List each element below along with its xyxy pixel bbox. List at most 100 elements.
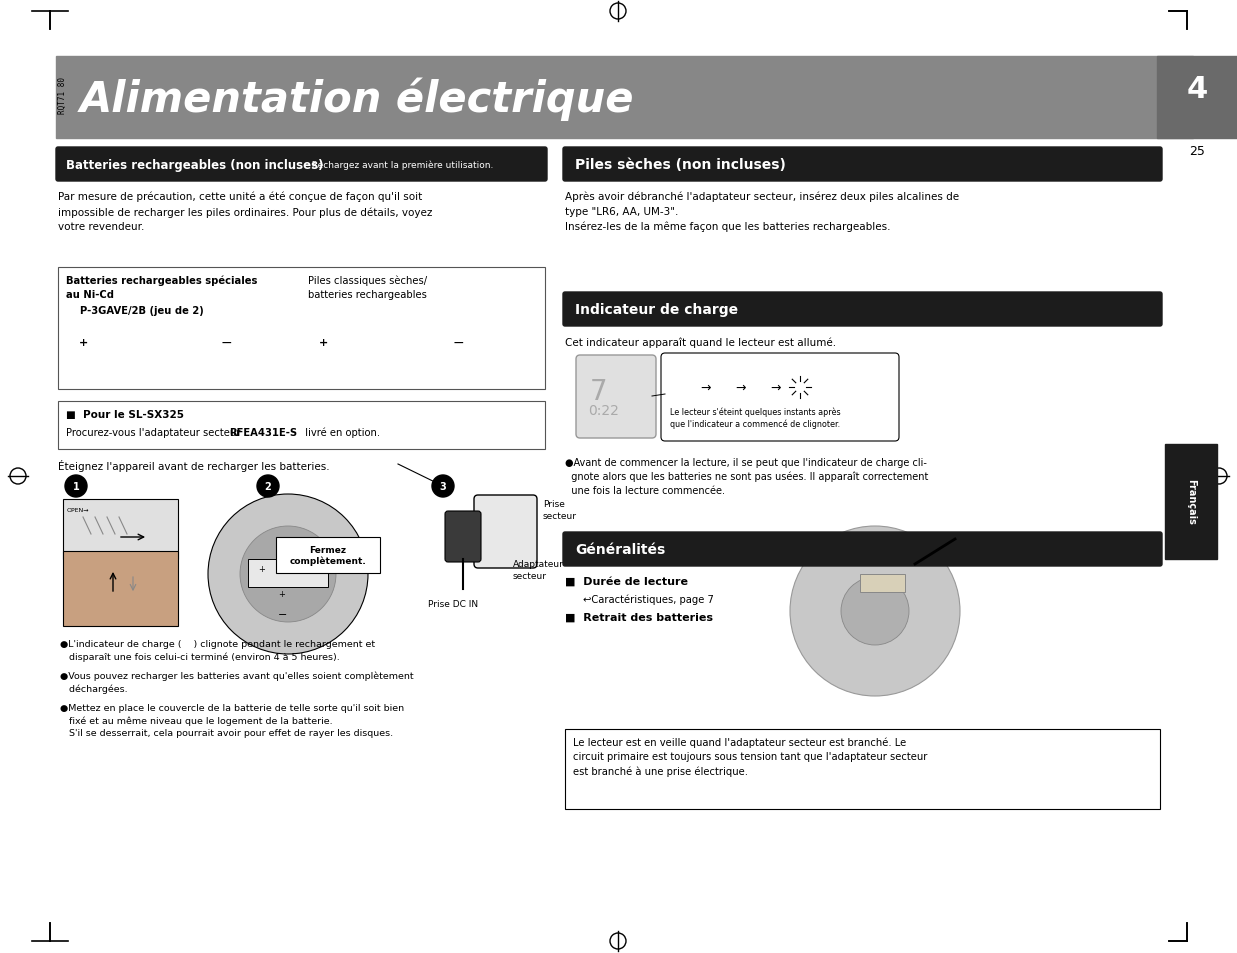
Circle shape (430, 331, 455, 355)
Text: +: + (259, 565, 265, 574)
Text: Éteignez l'appareil avant de recharger les batteries.: Éteignez l'appareil avant de recharger l… (58, 459, 329, 472)
Text: Piles sèches (non incluses): Piles sèches (non incluses) (575, 158, 785, 172)
Circle shape (795, 382, 805, 393)
Circle shape (449, 334, 468, 352)
FancyBboxPatch shape (576, 355, 656, 438)
Text: +: + (278, 590, 285, 598)
Text: 25: 25 (1189, 145, 1205, 158)
Text: →: → (735, 381, 746, 395)
Text: RQT71 80: RQT71 80 (57, 76, 67, 113)
Circle shape (790, 526, 960, 697)
Text: 3: 3 (439, 481, 447, 492)
Text: RFEA431E-S: RFEA431E-S (229, 428, 297, 437)
Bar (685, 386, 688, 391)
Text: Français: Français (1186, 478, 1196, 524)
Text: 1: 1 (73, 481, 79, 492)
Bar (751, 386, 755, 391)
Text: ●Vous pouvez recharger les batteries avant qu'elles soient complètement
   décha: ●Vous pouvez recharger les batteries ava… (61, 671, 413, 694)
Text: Après avoir débranché l'adaptateur secteur, insérez deux piles alcalines de
type: Après avoir débranché l'adaptateur secte… (565, 192, 959, 232)
FancyBboxPatch shape (89, 328, 200, 357)
Text: −: − (220, 335, 231, 350)
Text: 0:22: 0:22 (588, 403, 618, 417)
Text: 2: 2 (265, 481, 271, 492)
Text: ●Mettez en place le couvercle de la batterie de telle sorte qu'il soit bien
   f: ●Mettez en place le couvercle de la batt… (61, 703, 404, 738)
Circle shape (216, 334, 235, 352)
Circle shape (489, 520, 497, 529)
Text: OPEN→: OPEN→ (67, 507, 89, 513)
Text: ■  Retrait des batteries: ■ Retrait des batteries (565, 613, 713, 622)
Bar (1157, 57, 1237, 139)
Circle shape (432, 476, 454, 497)
Text: Le lecteur est en veille quand l'adaptateur secteur est branché. Le
circuit prim: Le lecteur est en veille quand l'adaptat… (573, 738, 928, 777)
Bar (1165, 444, 1217, 559)
FancyBboxPatch shape (276, 537, 380, 574)
Bar (56, 57, 1192, 139)
Text: Prise DC IN: Prise DC IN (428, 599, 479, 608)
Text: ■  Durée de lecture: ■ Durée de lecture (565, 577, 688, 586)
Text: ■  Pour le SL-SX325: ■ Pour le SL-SX325 (66, 410, 184, 419)
Text: Procurez-vous l'adaptateur secteur: Procurez-vous l'adaptateur secteur (66, 428, 244, 437)
Bar (247, 559, 328, 587)
Bar (682, 386, 684, 391)
Circle shape (314, 334, 332, 352)
Text: +: + (318, 337, 328, 348)
Bar (63, 499, 178, 559)
Text: Par mesure de précaution, cette unité a été conçue de façon qu'il soit
impossibl: Par mesure de précaution, cette unité a … (58, 192, 433, 232)
Circle shape (66, 476, 87, 497)
FancyBboxPatch shape (445, 512, 481, 562)
Text: −: − (308, 564, 318, 575)
Text: livré en option.: livré en option. (302, 428, 380, 438)
Bar (680, 384, 694, 393)
Text: +: + (78, 337, 88, 348)
Text: Alimentation électrique: Alimentation électrique (80, 77, 635, 121)
Circle shape (240, 526, 336, 622)
Circle shape (841, 578, 909, 645)
Text: P-3GAVE/2B (jeu de 2): P-3GAVE/2B (jeu de 2) (66, 306, 204, 315)
Text: Cet indicateur apparaît quand le lecteur est allumé.: Cet indicateur apparaît quand le lecteur… (565, 337, 836, 348)
FancyBboxPatch shape (563, 293, 1162, 327)
Bar (729, 385, 732, 391)
Circle shape (208, 495, 367, 655)
Bar (720, 386, 722, 391)
Text: ●L'indicateur de charge (    ) clignote pendant le rechargement et
   disparaît : ●L'indicateur de charge ( ) clignote pen… (61, 639, 375, 661)
Circle shape (74, 334, 92, 352)
Text: Batteries rechargeables (non incluses): Batteries rechargeables (non incluses) (66, 158, 324, 172)
Text: −: − (453, 335, 464, 350)
Bar (588, 421, 606, 430)
Text: 4: 4 (1186, 75, 1207, 105)
Text: →: → (700, 381, 710, 395)
Text: ↩Caractéristiques, page 7: ↩Caractéristiques, page 7 (583, 595, 714, 605)
Bar (860, 575, 905, 593)
Bar (764, 385, 767, 391)
FancyBboxPatch shape (329, 328, 440, 357)
FancyBboxPatch shape (56, 148, 547, 182)
Circle shape (194, 329, 221, 356)
Bar (750, 384, 764, 393)
FancyBboxPatch shape (474, 496, 537, 568)
Bar (58, 268, 546, 390)
Text: 7: 7 (590, 377, 607, 406)
Text: Adaptateur
secteur: Adaptateur secteur (513, 559, 564, 580)
FancyBboxPatch shape (563, 148, 1162, 182)
Circle shape (200, 335, 216, 351)
Bar (565, 729, 1160, 809)
Text: ●Avant de commencer la lecture, il se peut que l'indicateur de charge cli-
  gno: ●Avant de commencer la lecture, il se pe… (565, 457, 929, 496)
Text: Généralités: Généralités (575, 542, 666, 557)
FancyBboxPatch shape (661, 354, 899, 441)
Bar (715, 384, 729, 393)
Text: Batteries rechargeables spéciales
au Ni-Cd: Batteries rechargeables spéciales au Ni-… (66, 275, 257, 300)
Text: Fermez
complètement.: Fermez complètement. (289, 545, 366, 565)
Bar (716, 386, 719, 391)
Circle shape (508, 520, 517, 529)
Bar (58, 401, 546, 450)
Bar (63, 552, 178, 626)
Text: →: → (769, 381, 781, 395)
Text: Rechargez avant la première utilisation.: Rechargez avant la première utilisation. (306, 160, 494, 170)
Text: −: − (278, 609, 287, 619)
Text: Piles classiques sèches/
batteries rechargeables: Piles classiques sèches/ batteries recha… (308, 275, 427, 300)
Text: Indicateur de charge: Indicateur de charge (575, 303, 738, 316)
Bar (689, 386, 691, 391)
Bar (694, 385, 696, 391)
FancyBboxPatch shape (563, 533, 1162, 566)
Circle shape (257, 476, 280, 497)
